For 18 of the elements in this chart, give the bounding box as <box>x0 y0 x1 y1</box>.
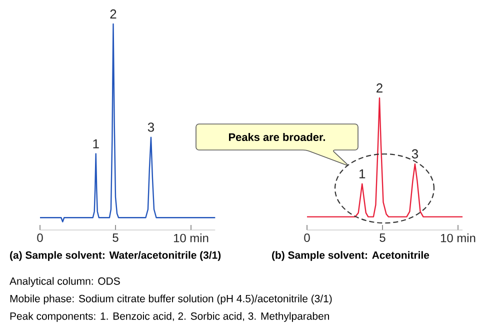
annotation: 2 <box>110 9 116 18</box>
x-tick-label: 5 <box>112 234 118 242</box>
x-tick-label: 5 <box>380 234 386 242</box>
annotation: 3 <box>412 149 418 158</box>
annotation: 1 <box>93 139 99 148</box>
x-tick-label: 10 min <box>440 234 476 242</box>
text: Mobile phase: Sodium citrate buffer solution (pH 4.5)/acetonitrile (3/1) <box>10 294 332 304</box>
annotation: 3 <box>148 122 154 132</box>
text: Analytical column: ODS <box>10 277 120 287</box>
text: Peak components: 1. Benzoic acid, 2. Sorbic acid, 3. Methylparaben <box>10 312 329 322</box>
x-tick-label: 0 <box>37 234 43 242</box>
x-tick-label: 0 <box>304 234 310 242</box>
annotation: 2 <box>376 83 382 92</box>
x-axis-title: (a) Sample solvent: Water/acetonitrile (3/1) <box>10 251 221 261</box>
x-axis-title: (b) Sample solvent: Acetonitrile <box>272 251 430 261</box>
annotation: Peaks are broader. <box>229 132 325 142</box>
annotation: 1 <box>360 169 366 178</box>
x-tick-label: 10 min <box>174 234 208 242</box>
